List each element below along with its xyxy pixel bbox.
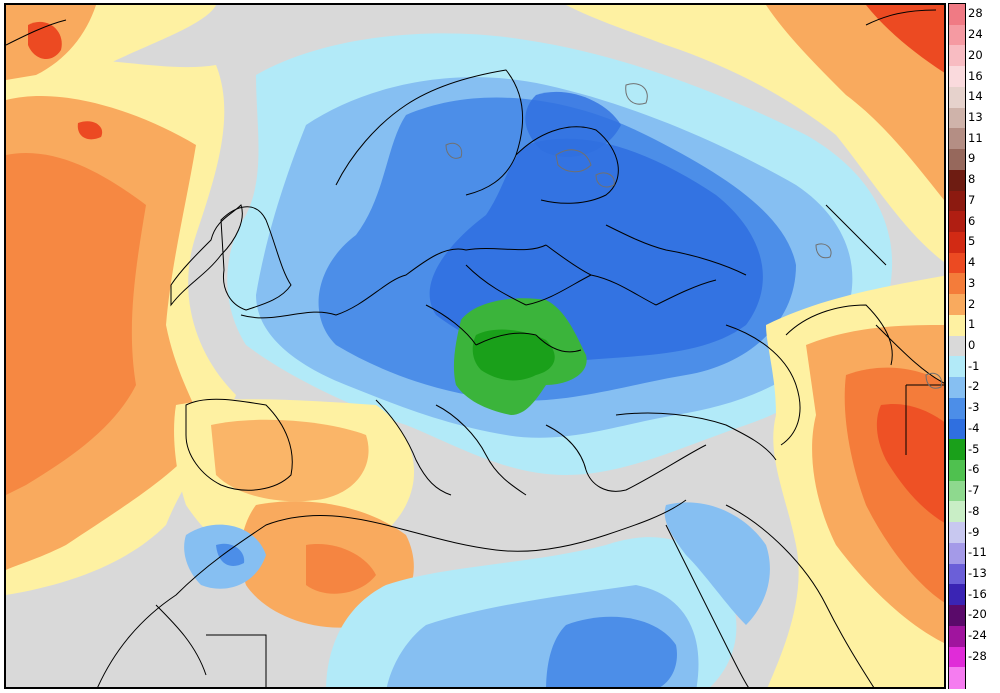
legend-label: 8 — [968, 172, 976, 187]
legend-swatch — [949, 252, 965, 275]
legend-swatch — [949, 107, 965, 129]
north-africa-cold-region — [184, 502, 770, 687]
legend-label: 7 — [968, 192, 976, 207]
legend-label: 24 — [968, 27, 983, 42]
legend-label: -8 — [968, 503, 980, 518]
iberia-north-africa-warm-region — [174, 399, 415, 628]
legend-label: 0 — [968, 338, 976, 352]
legend-label: 14 — [968, 89, 983, 104]
legend-label: 11 — [968, 130, 983, 145]
legend-swatch — [949, 480, 965, 503]
legend-swatch — [949, 646, 965, 668]
legend-label: -20 — [968, 607, 987, 622]
legend-label: -24 — [968, 628, 987, 643]
legend-swatch — [949, 169, 965, 192]
map-canvas — [6, 5, 944, 687]
legend-label: -2 — [968, 379, 980, 394]
coastlines-and-borders — [6, 9, 944, 687]
legend-label: -7 — [968, 483, 980, 498]
legend-label: -16 — [968, 586, 987, 601]
legend-label: 4 — [968, 255, 976, 270]
legend-swatch — [949, 439, 965, 461]
legend-swatch — [949, 45, 965, 67]
legend-swatch — [949, 211, 965, 233]
legend-label: 20 — [968, 47, 983, 62]
legend-label: 1 — [968, 317, 976, 332]
legend-label: -4 — [968, 420, 980, 435]
legend-swatch — [949, 4, 965, 26]
legend-swatch — [949, 314, 965, 337]
legend-swatch — [949, 501, 965, 523]
middle-east-warm-region — [766, 275, 944, 687]
legend-swatch — [949, 128, 965, 150]
legend-swatch — [949, 667, 965, 689]
legend-label: -5 — [968, 441, 980, 456]
legend-swatch — [949, 460, 965, 482]
color-legend — [948, 3, 966, 689]
legend-swatch — [949, 418, 965, 440]
europe-cold-region — [227, 33, 893, 475]
legend-swatch — [949, 605, 965, 627]
legend-label: -28 — [968, 648, 987, 663]
legend-swatch — [949, 273, 965, 295]
legend-label: -9 — [968, 524, 980, 539]
legend-swatch — [949, 149, 965, 171]
color-legend-labels: 28 24 20 16 14 13 11 9 8 7 6 5 4 3 2 1 0 -1 -2 -3 -4 -5 -6 -7 -8… — [966, 3, 1000, 689]
legend-label: -1 — [968, 358, 980, 373]
legend-label: -3 — [968, 400, 980, 415]
legend-label: -6 — [968, 462, 980, 477]
legend-swatch — [949, 522, 965, 544]
legend-label: 2 — [968, 296, 976, 311]
legend-label: 16 — [968, 68, 983, 83]
central-europe-coldest-region — [453, 298, 587, 415]
legend-label: 13 — [968, 110, 983, 124]
greenland-warm-region — [6, 5, 216, 147]
legend-swatch — [949, 542, 965, 565]
legend-swatch — [949, 86, 965, 109]
legend-label: -11 — [968, 545, 987, 560]
legend-label: 5 — [968, 234, 976, 249]
legend-swatch — [949, 66, 965, 88]
legend-label: -13 — [968, 566, 987, 580]
legend-swatch — [949, 397, 965, 420]
arctic-warm-region — [566, 5, 944, 262]
legend-swatch — [949, 24, 965, 47]
legend-swatch — [949, 563, 965, 585]
legend-swatch — [949, 294, 965, 316]
legend-swatch — [949, 356, 965, 378]
legend-swatch — [949, 625, 965, 648]
anomaly-map — [4, 3, 946, 689]
lakes-outlines — [445, 83, 943, 389]
legend-swatch — [949, 335, 965, 357]
legend-swatch — [949, 377, 965, 399]
legend-label: 28 — [968, 6, 983, 21]
legend-swatch — [949, 190, 965, 212]
legend-label: 9 — [968, 151, 976, 166]
legend-label: 3 — [968, 275, 976, 290]
legend-swatch — [949, 584, 965, 606]
legend-swatch — [949, 232, 965, 254]
legend-label: 6 — [968, 213, 976, 228]
